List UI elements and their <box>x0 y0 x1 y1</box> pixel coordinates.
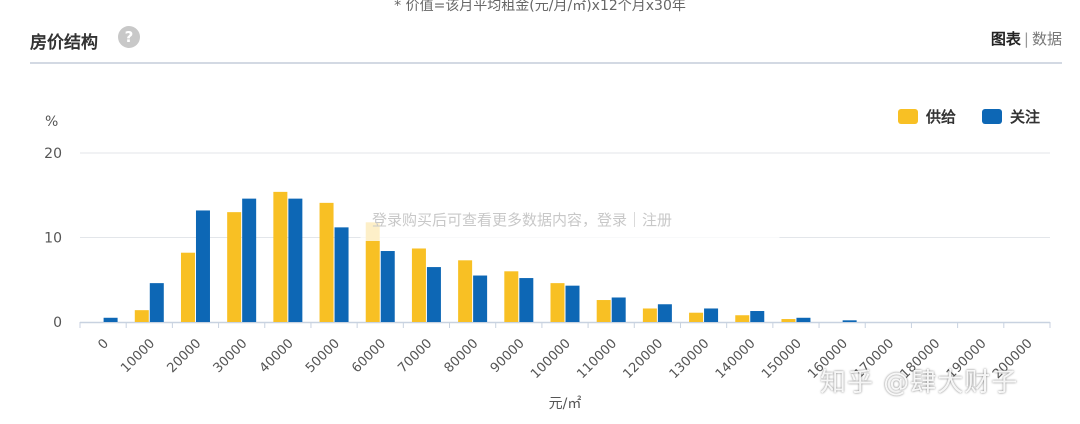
bar-attention <box>288 198 303 322</box>
x-tick-label: 10000 <box>118 336 158 376</box>
x-tick-label: 110000 <box>574 336 620 382</box>
x-tick-label: 140000 <box>713 336 759 382</box>
bar-attention <box>380 251 395 322</box>
section-header: 房价结构 ? 图表 | 数据 <box>30 26 1062 64</box>
legend-swatch-supply <box>897 109 918 124</box>
bar-attention <box>611 297 626 322</box>
y-tick-label: 0 <box>53 315 62 331</box>
bar-attention <box>426 267 441 322</box>
x-tick-label: 100000 <box>528 336 574 382</box>
x-tick-label: 0 <box>95 336 111 352</box>
legend-label-attention: 关注 <box>1009 108 1040 126</box>
x-tick-label: 150000 <box>759 336 805 382</box>
legend-item-supply[interactable]: 供给 <box>897 106 956 127</box>
bar-attention <box>149 283 164 322</box>
legend-swatch-attention <box>981 109 1002 124</box>
bar-attention <box>842 320 857 322</box>
view-switch: 图表 | 数据 <box>991 28 1062 49</box>
x-tick-label: 20000 <box>164 336 204 376</box>
chart-footnote: * 价值=该月平均租金(元/月/㎡)x12个月x30年 <box>394 0 686 14</box>
bar-attention <box>195 210 210 322</box>
bar-supply <box>504 271 519 322</box>
x-tick-label: 70000 <box>395 336 435 376</box>
bar-supply <box>227 212 242 322</box>
x-tick-label: 30000 <box>211 336 251 376</box>
bar-supply <box>596 300 611 322</box>
login-prompt[interactable]: 登录购买后可查看更多数据内容，登录｜注册 <box>372 211 673 229</box>
x-axis-label: 元/㎡ <box>549 396 582 412</box>
tab-chart[interactable]: 图表 <box>990 30 1021 48</box>
bar-supply <box>781 319 796 322</box>
login-overlay <box>360 195 780 241</box>
bar-attention <box>334 227 349 322</box>
y-tick-label: 10 <box>44 231 62 247</box>
chart-legend: 供给 关注 <box>897 106 1040 127</box>
bar-supply <box>273 191 288 322</box>
y-axis-label: % <box>45 114 58 130</box>
x-tick-label: 60000 <box>349 336 389 376</box>
legend-label-supply: 供给 <box>925 108 956 126</box>
bar-attention <box>796 317 811 322</box>
bar-attention <box>242 198 257 322</box>
x-tick-label: 120000 <box>621 336 667 382</box>
bar-attention <box>519 278 534 322</box>
bar-supply <box>180 252 195 322</box>
x-tick-label: 50000 <box>303 336 343 376</box>
bar-supply <box>365 222 380 322</box>
x-tick-label: 130000 <box>667 336 713 382</box>
y-tick-label: 20 <box>44 146 62 162</box>
bar-supply <box>319 202 334 322</box>
section-title: 房价结构 <box>30 33 98 53</box>
watermark: 知乎 @肆大财子 <box>820 368 1019 398</box>
bar-supply <box>550 283 565 322</box>
tab-separator: | <box>1023 30 1029 48</box>
legend-item-attention[interactable]: 关注 <box>981 106 1040 127</box>
x-tick-label: 90000 <box>488 336 528 376</box>
bar-attention <box>657 304 672 322</box>
x-tick-label: 40000 <box>257 336 297 376</box>
bar-supply <box>458 260 473 322</box>
bar-supply <box>411 248 426 322</box>
bar-attention <box>704 308 719 322</box>
bar-supply <box>642 308 657 322</box>
bar-attention <box>750 311 765 322</box>
bar-attention <box>565 285 580 322</box>
bar-attention <box>473 275 488 322</box>
x-tick-label: 80000 <box>442 336 482 376</box>
bar-supply <box>735 315 750 322</box>
bar-attention <box>103 317 118 322</box>
bar-supply <box>689 312 704 322</box>
tab-data[interactable]: 数据 <box>1031 30 1062 48</box>
help-icon[interactable]: ? <box>118 26 140 48</box>
bar-supply <box>134 310 149 322</box>
